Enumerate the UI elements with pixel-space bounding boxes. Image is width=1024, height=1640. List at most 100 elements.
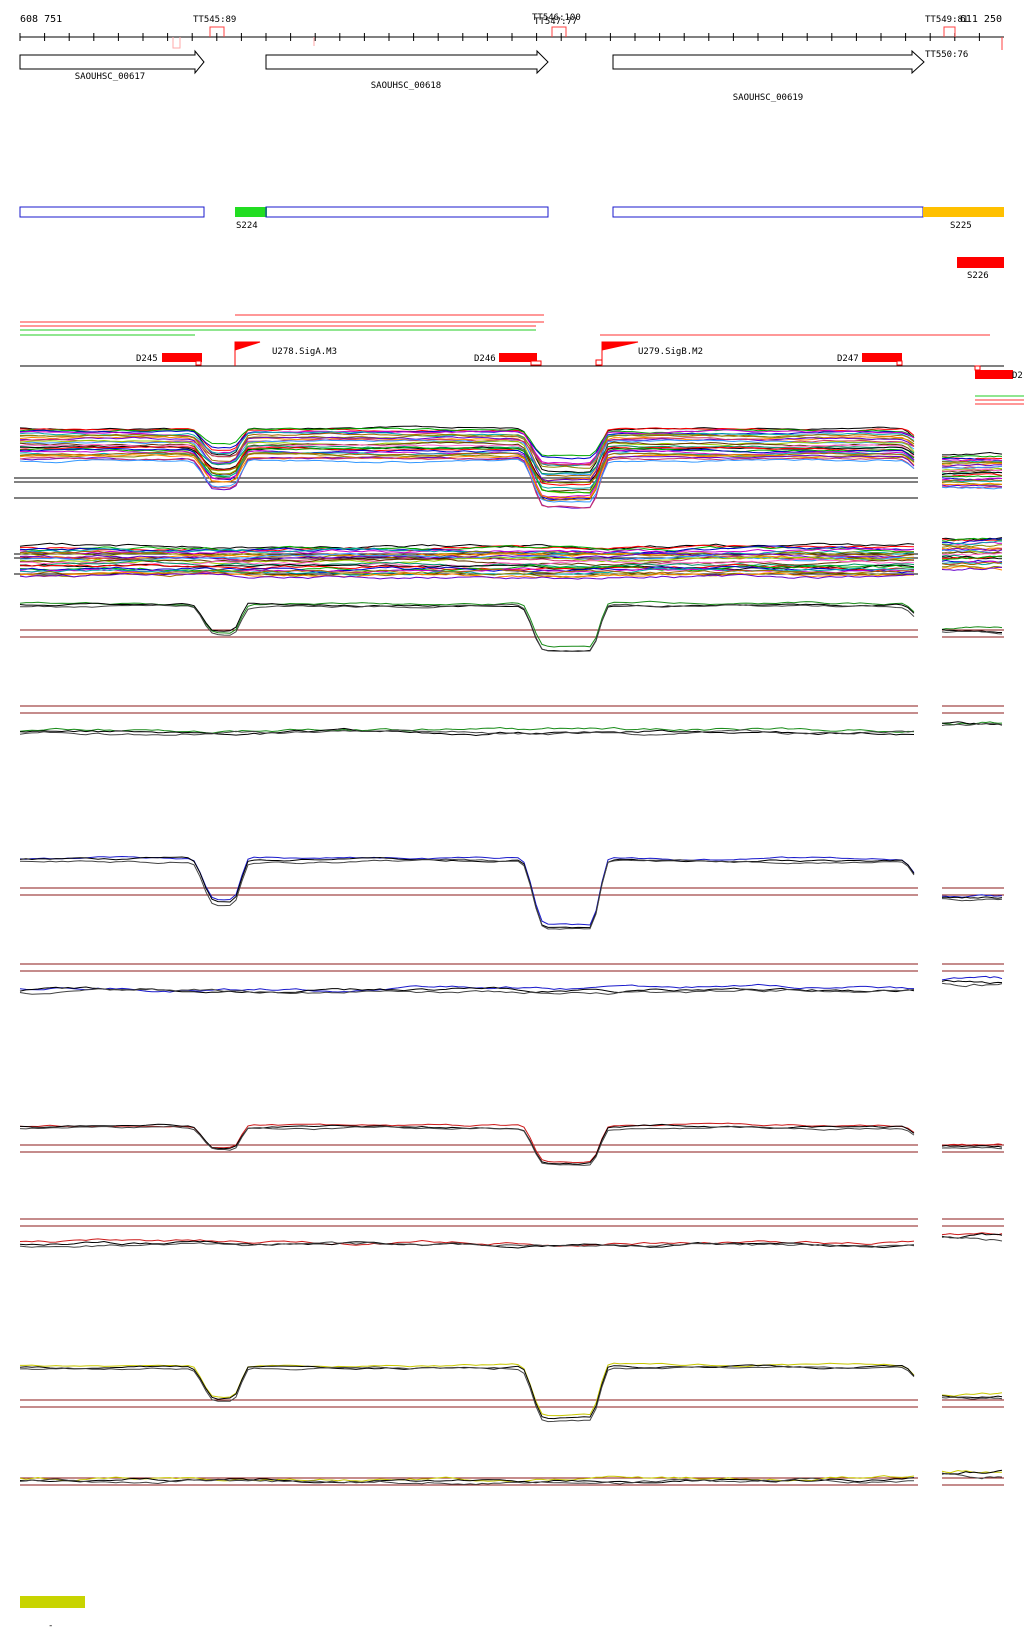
series-line — [941, 721, 1003, 726]
gene-SAOUHSC_00619[interactable]: SAOUHSC_00619 — [612, 49, 925, 103]
series-line — [19, 1241, 915, 1248]
series-line — [19, 558, 915, 567]
series-line — [941, 552, 1003, 556]
series-line — [19, 427, 915, 457]
series-line — [19, 1365, 915, 1423]
series-line — [19, 550, 915, 559]
series-line — [19, 568, 915, 578]
series-line — [19, 545, 915, 553]
coordinate-axis: 608 751 611 250 — [19, 14, 1004, 41]
series-line — [19, 456, 915, 509]
series-line — [941, 458, 1003, 462]
segment-S224[interactable] — [235, 207, 267, 217]
series-line — [941, 630, 1003, 635]
orf-box[interactable] — [19, 206, 205, 218]
axis-ticks — [19, 33, 980, 41]
series-line — [19, 458, 915, 503]
gene-SAOUHSC_00618[interactable]: SAOUHSC_00618 — [265, 49, 549, 91]
series-line — [942, 564, 1003, 570]
series-line — [941, 455, 1003, 459]
series-line — [19, 858, 915, 930]
terminator-track: TT545:89 TT546:100 TT547:77 TT549:81 TT5… — [172, 13, 1003, 60]
series-line — [941, 979, 1003, 985]
series-line — [941, 547, 1003, 550]
series-line — [941, 1236, 1003, 1242]
series-line — [20, 1362, 915, 1417]
series-line — [941, 626, 1003, 630]
series-line — [941, 481, 1003, 486]
segment-label: S226 — [967, 271, 989, 281]
track-all-conditions-1 — [14, 425, 1003, 509]
series-line — [941, 1144, 1003, 1148]
down-box-label: D2 — [1012, 371, 1023, 381]
segment-S225[interactable] — [923, 207, 1004, 217]
series-line — [19, 441, 915, 492]
down-box-D245[interactable]: D245 — [136, 353, 202, 366]
series-line — [941, 551, 1003, 555]
track-yellow-1 — [19, 1362, 1004, 1423]
series-line — [941, 975, 1003, 981]
series-line — [941, 555, 1003, 560]
track-red-2 — [19, 1218, 1004, 1249]
promoter-U278[interactable]: U278.SigA.M3 — [234, 341, 337, 366]
terminator-TT545: TT545:89 — [193, 15, 236, 37]
series-line — [941, 1392, 1003, 1397]
series-line — [941, 547, 1003, 552]
terminator-label: TT546:100 — [532, 13, 581, 23]
segment-track: S224 S225 S226 — [19, 206, 1004, 281]
terminator-label: TT550:76 — [925, 50, 968, 60]
orf-box[interactable] — [265, 206, 549, 218]
down-box-label: D247 — [837, 354, 859, 364]
gene-SAOUHSC_00617[interactable]: SAOUHSC_00617 — [19, 49, 205, 82]
series-line — [941, 1396, 1003, 1400]
segment-label: S224 — [236, 221, 258, 231]
track-green-1 — [19, 600, 1004, 653]
series-line — [941, 896, 1003, 899]
segment-S226[interactable] — [957, 257, 1004, 268]
down-box-D246[interactable]: D246 — [474, 353, 542, 366]
series-line — [19, 446, 915, 486]
series-line — [941, 471, 1003, 476]
gene-label: SAOUHSC_00617 — [75, 72, 145, 82]
series-line — [19, 567, 915, 576]
series-line — [941, 561, 1003, 565]
series-line — [941, 463, 1003, 467]
down-box-D247[interactable]: D247 — [837, 353, 903, 366]
series-line — [941, 723, 1003, 726]
track-blue-1 — [19, 855, 1004, 930]
series-line — [941, 482, 1003, 486]
feature-track: U278.SigA.M3 U279.SigB.M2 D245 D246 D247… — [20, 314, 1024, 405]
legend: - — [20, 1596, 85, 1631]
terminator-TT546: TT546:100 TT547:77 — [532, 13, 581, 37]
legend-swatch — [20, 1596, 85, 1608]
down-box-D2[interactable]: D2 — [974, 365, 1023, 381]
series-line — [19, 433, 915, 469]
series-line — [19, 729, 915, 736]
end-coordinate: 611 250 — [960, 14, 1002, 25]
promoter-label: U279.SigB.M2 — [638, 347, 703, 357]
series-line — [941, 484, 1003, 488]
series-line — [941, 894, 1003, 898]
series-line — [941, 465, 1003, 469]
promoter-U279[interactable]: U279.SigB.M2 — [595, 341, 703, 366]
series-line — [19, 600, 915, 648]
series-line — [19, 556, 915, 565]
start-coordinate: 608 751 — [20, 14, 62, 25]
orf-box[interactable] — [612, 206, 924, 218]
gene-label: SAOUHSC_00618 — [371, 81, 441, 91]
series-line — [941, 486, 1003, 490]
legend-text: - — [48, 1621, 53, 1631]
series-line — [19, 1477, 915, 1486]
series-line — [941, 555, 1003, 561]
terminator-label: TT545:89 — [193, 15, 236, 25]
terminator-TT550: TT550:76 — [925, 37, 1003, 60]
track-green-2 — [19, 705, 1004, 737]
series-line — [19, 436, 915, 482]
series-line — [19, 571, 914, 579]
down-box-label: D246 — [474, 354, 496, 364]
terminator-TT549: TT549:81 — [925, 15, 968, 37]
series-line — [941, 1146, 1003, 1150]
series-line — [19, 856, 915, 929]
gene-track: SAOUHSC_00617 SAOUHSC_00618 SAOUHSC_0061… — [19, 49, 925, 103]
